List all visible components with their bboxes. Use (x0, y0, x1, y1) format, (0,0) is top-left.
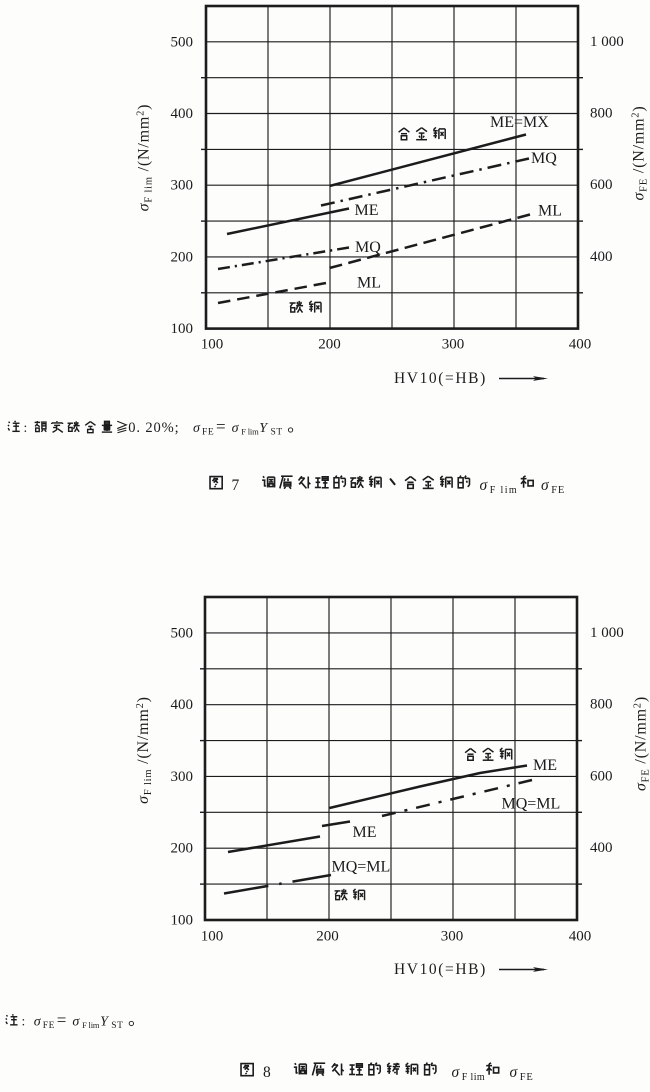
svg-text:200: 200 (171, 841, 194, 857)
svg-text:F lim: F lim (462, 1072, 485, 1083)
svg-text:100: 100 (201, 929, 224, 945)
svg-text:σ: σ (452, 1064, 461, 1081)
svg-text:ST: ST (111, 1021, 123, 1031)
svg-text:σ: σ (34, 1015, 42, 1030)
svg-text:0. 20%;: 0. 20%; (128, 420, 179, 436)
svg-text:ML: ML (538, 203, 562, 220)
svg-text:ME: ME (533, 757, 557, 774)
svg-text:MQ=ML: MQ=ML (502, 796, 561, 813)
svg-text:400: 400 (171, 106, 194, 122)
svg-text:σ: σ (510, 1064, 519, 1081)
svg-text:1 000: 1 000 (590, 625, 624, 641)
svg-text:=: = (216, 417, 226, 436)
svg-text:600: 600 (590, 768, 613, 784)
svg-text:400: 400 (171, 697, 194, 713)
svg-text:MQ=ML: MQ=ML (332, 859, 391, 876)
svg-text:σFE /(N/mm2): σFE /(N/mm2) (631, 105, 650, 200)
svg-text:8: 8 (263, 1064, 271, 1081)
svg-text:σ: σ (72, 1015, 80, 1030)
svg-text:HV10(=HB): HV10(=HB) (394, 961, 487, 978)
svg-text:σ: σ (541, 477, 550, 494)
svg-text:F lim: F lim (241, 427, 259, 437)
svg-text:500: 500 (171, 625, 194, 641)
svg-text:200: 200 (318, 337, 341, 353)
svg-text:300: 300 (441, 929, 464, 945)
svg-text:400: 400 (569, 337, 592, 353)
svg-text:MQ: MQ (355, 239, 381, 256)
svg-text:FE: FE (202, 428, 214, 438)
svg-text:σ: σ (193, 421, 201, 436)
svg-text:σ: σ (480, 477, 489, 494)
svg-text:7: 7 (232, 477, 240, 494)
svg-text:HV10(=HB): HV10(=HB) (394, 370, 487, 387)
svg-text:=: = (57, 1011, 67, 1030)
svg-text:FE: FE (551, 485, 565, 496)
svg-text:F lim: F lim (82, 1020, 100, 1030)
svg-text:ML: ML (357, 275, 381, 292)
svg-text:ME: ME (355, 202, 379, 219)
svg-text:400: 400 (569, 929, 592, 945)
svg-text:Y: Y (100, 1015, 110, 1030)
svg-text:ME=MX: ME=MX (490, 114, 549, 131)
svg-text:σ: σ (232, 421, 240, 436)
svg-text::: : (22, 1014, 26, 1029)
svg-text:600: 600 (590, 177, 613, 193)
svg-text:F lim: F lim (490, 485, 518, 496)
svg-text:800: 800 (590, 106, 613, 122)
svg-text:FE: FE (43, 1021, 55, 1031)
svg-text:300: 300 (171, 769, 194, 785)
svg-text:400: 400 (590, 249, 613, 265)
svg-text:100: 100 (171, 321, 194, 337)
svg-text:1 000: 1 000 (590, 34, 624, 50)
svg-text:100: 100 (171, 913, 194, 929)
svg-text:MQ: MQ (531, 150, 557, 167)
svg-text:800: 800 (590, 697, 613, 713)
svg-text:σF lim /(N/mm2): σF lim /(N/mm2) (136, 104, 155, 212)
svg-text:Y: Y (259, 421, 269, 436)
svg-text:200: 200 (171, 249, 194, 265)
svg-text:300: 300 (171, 178, 194, 194)
svg-text:100: 100 (201, 337, 224, 353)
svg-text:ME: ME (353, 824, 377, 841)
svg-text:500: 500 (171, 34, 194, 50)
svg-text:σFE /(N/mm2): σFE /(N/mm2) (633, 696, 650, 791)
svg-text:200: 200 (316, 929, 339, 945)
svg-text:400: 400 (590, 840, 613, 856)
svg-text:300: 300 (442, 337, 465, 353)
svg-text:σF lim /(N/mm2): σF lim /(N/mm2) (135, 696, 154, 804)
svg-text:FE: FE (520, 1072, 534, 1083)
svg-text:ST: ST (271, 428, 283, 438)
svg-text::: : (24, 420, 28, 435)
